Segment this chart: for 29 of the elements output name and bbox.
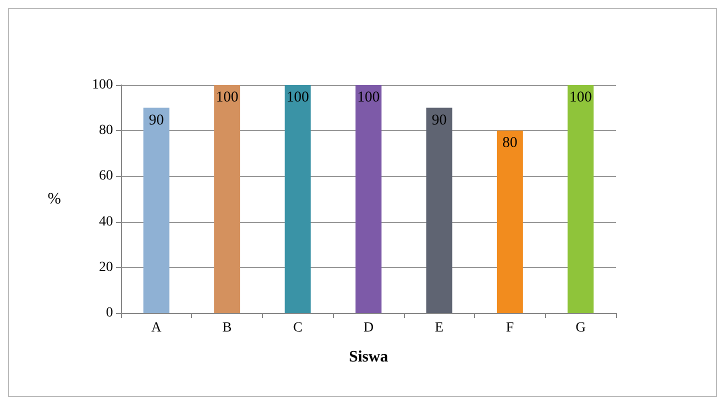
data-label: 90: [148, 112, 164, 128]
x-tick-label: B: [222, 320, 232, 336]
bar: [143, 108, 170, 313]
bar: [496, 130, 523, 313]
data-label: 90: [432, 112, 447, 128]
x-tick-label: D: [363, 320, 374, 336]
bar: [426, 108, 452, 313]
x-tick-label: G: [576, 320, 586, 336]
bar: [284, 85, 311, 313]
x-tick-label: A: [151, 320, 162, 336]
data-label: 100: [286, 90, 310, 106]
y-tick-label: 60: [99, 168, 113, 184]
y-tick-label: 40: [99, 214, 113, 230]
bar: [356, 85, 382, 313]
y-tick-label: 100: [92, 78, 113, 92]
y-tick-label: 20: [99, 260, 113, 275]
x-tick-label: C: [293, 320, 302, 336]
x-tick-label: F: [506, 320, 514, 336]
bar: [568, 85, 594, 313]
y-tick-label: 0: [106, 306, 113, 320]
data-label: 80: [502, 135, 518, 152]
data-label: 100: [357, 90, 380, 106]
y-axis-title: %: [48, 190, 61, 208]
x-tick-label: E: [434, 320, 444, 336]
data-label: 100: [569, 90, 592, 106]
bar: [214, 85, 240, 313]
data-label: 100: [216, 90, 238, 106]
y-tick-label: 80: [99, 123, 113, 138]
x-axis-title: Siswa: [348, 348, 388, 366]
